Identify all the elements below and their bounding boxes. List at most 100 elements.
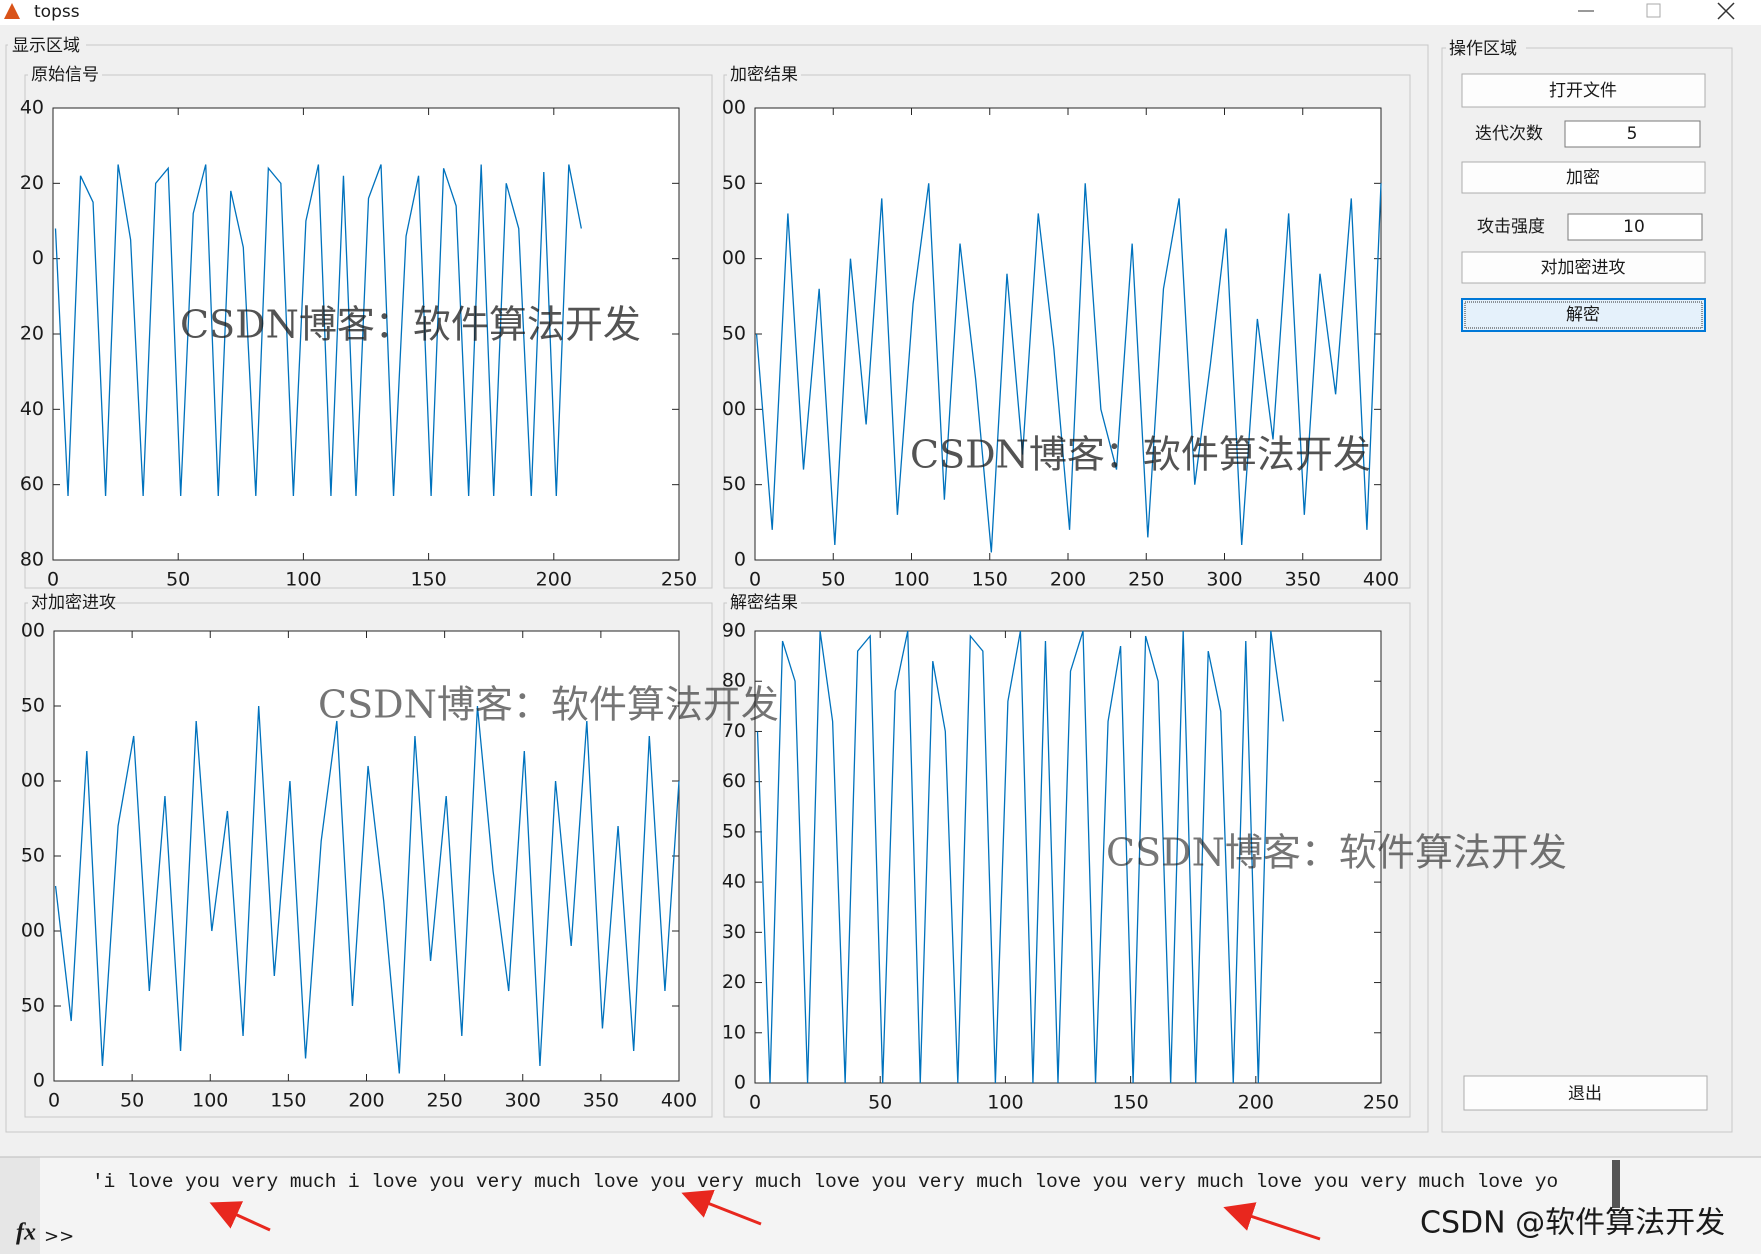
x-tick-label: 100 [893, 569, 929, 591]
panel-label-bg [28, 593, 102, 612]
y-tick-label: 50 [722, 323, 746, 345]
button-face[interactable] [1463, 1075, 1708, 1111]
exit-button[interactable]: 退出 [1463, 1075, 1708, 1111]
plot-area [754, 107, 1382, 561]
title-bar [0, 0, 1761, 25]
window-title: topss [34, 2, 80, 22]
panel-title: 解密结果 [730, 593, 798, 613]
fx-icon[interactable]: fx [16, 1220, 36, 1246]
attack-label: 攻击强度 [1477, 217, 1545, 237]
y-tick-label: 60 [722, 770, 746, 792]
y-tick-label: 70 [722, 720, 746, 742]
command-window [0, 1157, 1761, 1254]
x-tick-label: 200 [536, 569, 572, 591]
panel [723, 602, 1411, 1118]
close-button[interactable] [1717, 2, 1735, 20]
panel-label-bg [727, 593, 801, 612]
x-tick-label: 250 [426, 1090, 462, 1112]
y-tick-label: 00 [722, 97, 746, 119]
attack-input[interactable] [1567, 213, 1703, 241]
signal-line [54, 705, 680, 1074]
arrow [209, 1201, 271, 1232]
decrypt-button[interactable]: 解密 [1461, 298, 1706, 332]
x-tick-label: 100 [285, 569, 321, 591]
panel-title: 加密结果 [730, 65, 798, 85]
y-tick-label: 40 [20, 97, 44, 119]
x-tick-label: 200 [1238, 1092, 1274, 1114]
y-tick-label: 50 [722, 820, 746, 842]
button-face[interactable] [1461, 298, 1706, 332]
y-tick-label: 0 [734, 1072, 746, 1094]
maximize-button[interactable] [1646, 3, 1661, 18]
x-tick-label: 300 [505, 1090, 541, 1112]
signal-line [54, 164, 582, 497]
y-tick-label: 50 [722, 172, 746, 194]
plot-area [52, 107, 680, 561]
arrow [1223, 1202, 1321, 1241]
attack-button[interactable]: 对加密进攻 [1461, 251, 1706, 284]
iter-value[interactable]: 5 [1627, 124, 1638, 144]
panel [24, 74, 713, 589]
y-tick-label: 50 [21, 695, 45, 717]
y-tick-label: 00 [722, 247, 746, 269]
iter-input[interactable] [1564, 120, 1701, 148]
iter-label: 迭代次数 [1475, 124, 1543, 144]
button-face[interactable] [1461, 251, 1706, 284]
button-label[interactable]: 退出 [1568, 1084, 1602, 1104]
x-tick-label: 350 [1285, 569, 1321, 591]
x-tick-label: 100 [192, 1090, 228, 1112]
display-group-label: 显示区域 [12, 36, 80, 56]
command-prompt: >> [44, 1226, 74, 1247]
y-tick-label: 0 [32, 247, 44, 269]
x-tick-label: 150 [410, 569, 446, 591]
x-tick-label: 250 [1128, 569, 1164, 591]
watermark: CSDN博客：软件算法开发 [318, 683, 779, 727]
x-tick-label: 250 [1363, 1092, 1399, 1114]
y-tick-label: 0 [33, 1070, 45, 1092]
button-face[interactable] [1461, 73, 1706, 108]
x-tick-label: 300 [1206, 569, 1242, 591]
encrypt-button[interactable]: 加密 [1461, 161, 1706, 194]
app-icon [4, 3, 20, 19]
button-label[interactable]: 打开文件 [1549, 81, 1617, 101]
panel-label-bg [727, 65, 801, 84]
scrollbar[interactable] [1612, 1160, 1620, 1208]
button-face[interactable] [1461, 161, 1706, 194]
y-tick-label: 50 [722, 473, 746, 495]
button-label[interactable]: 对加密进攻 [1541, 258, 1626, 278]
open-button[interactable]: 打开文件 [1461, 73, 1706, 108]
panel [723, 74, 1411, 589]
y-tick-label: 50 [21, 845, 45, 867]
panel-label-bg [28, 65, 102, 84]
command-output: 'i love you very much i love you very mu… [92, 1171, 1558, 1193]
button-label[interactable]: 加密 [1566, 168, 1600, 188]
x-tick-label: 50 [120, 1090, 144, 1112]
y-tick-label: 20 [20, 172, 44, 194]
panel-title: 对加密进攻 [31, 593, 116, 613]
signal-line [755, 183, 1382, 553]
x-tick-label: 50 [166, 569, 190, 591]
y-tick-label: 00 [722, 398, 746, 420]
y-tick-label: 00 [21, 920, 45, 942]
x-tick-label: 0 [47, 569, 59, 591]
y-tick-label: 20 [722, 971, 746, 993]
x-tick-label: 400 [661, 1090, 697, 1112]
y-tick-label: 20 [20, 323, 44, 345]
command-gutter [0, 1157, 40, 1254]
control-group [1441, 47, 1733, 1133]
x-tick-label: 0 [48, 1090, 60, 1112]
arrow [681, 1189, 762, 1226]
y-tick-label: 80 [20, 549, 44, 571]
x-tick-label: 200 [348, 1090, 384, 1112]
x-tick-label: 0 [749, 569, 761, 591]
x-tick-label: 50 [868, 1092, 892, 1114]
x-tick-label: 150 [1112, 1092, 1148, 1114]
y-tick-label: 30 [722, 921, 746, 943]
display-group [5, 44, 1429, 1133]
button-label[interactable]: 解密 [1566, 305, 1600, 325]
attack-value[interactable]: 10 [1623, 217, 1645, 237]
y-tick-label: 80 [722, 670, 746, 692]
x-tick-label: 50 [821, 569, 845, 591]
x-tick-label: 100 [987, 1092, 1023, 1114]
